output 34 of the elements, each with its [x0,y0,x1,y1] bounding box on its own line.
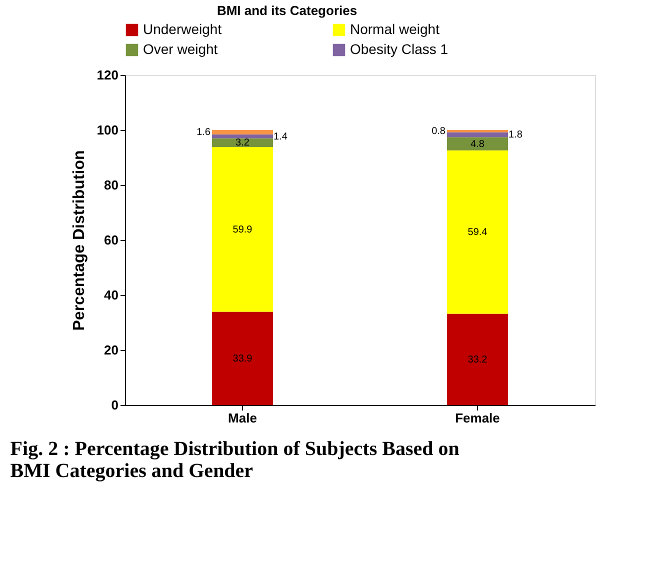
bar [446,137,508,150]
y-tick-label: 100 [96,122,118,138]
bar [212,312,274,405]
data-label: 0.8 [432,126,446,138]
bar [212,130,274,134]
data-label: 59.4 [468,227,488,238]
data-label: 1.4 [274,131,288,142]
data-label: 1.8 [508,130,523,141]
bar [446,150,508,314]
x-tick-label: Female [455,410,500,426]
data-label: 1.6 [196,127,211,138]
y-tick-label: 0 [111,398,118,412]
data-label: 33.9 [232,353,253,364]
legend-label: Obesity Class 1 [350,41,448,57]
legend-label: Underweight [143,21,222,37]
legend-label: Over weight [143,41,218,57]
bar [212,147,274,312]
x-tick-label: Male [228,410,257,426]
y-axis-title: Percentage Distribution [70,150,88,331]
data-label: 4.8 [470,138,485,150]
y-tick-label: 40 [104,288,118,302]
y-tick-label: 20 [104,342,118,358]
data-label: 33.2 [468,354,488,366]
y-tick-label: 120 [96,68,118,82]
y-tick-label: 80 [104,178,118,192]
bar [446,314,508,405]
bar [212,134,274,138]
y-tick-label: 60 [104,232,118,248]
legend-label: Normal weight [350,21,440,37]
data-label: 59.9 [232,224,253,236]
data-label: 3.2 [236,138,250,149]
legend-title: BMI and its Categories [216,3,358,18]
caption: Fig. 2 : Percentage Distribution of Subjects Based on BMI Categories and Gender [10,438,460,482]
bar [446,132,508,138]
